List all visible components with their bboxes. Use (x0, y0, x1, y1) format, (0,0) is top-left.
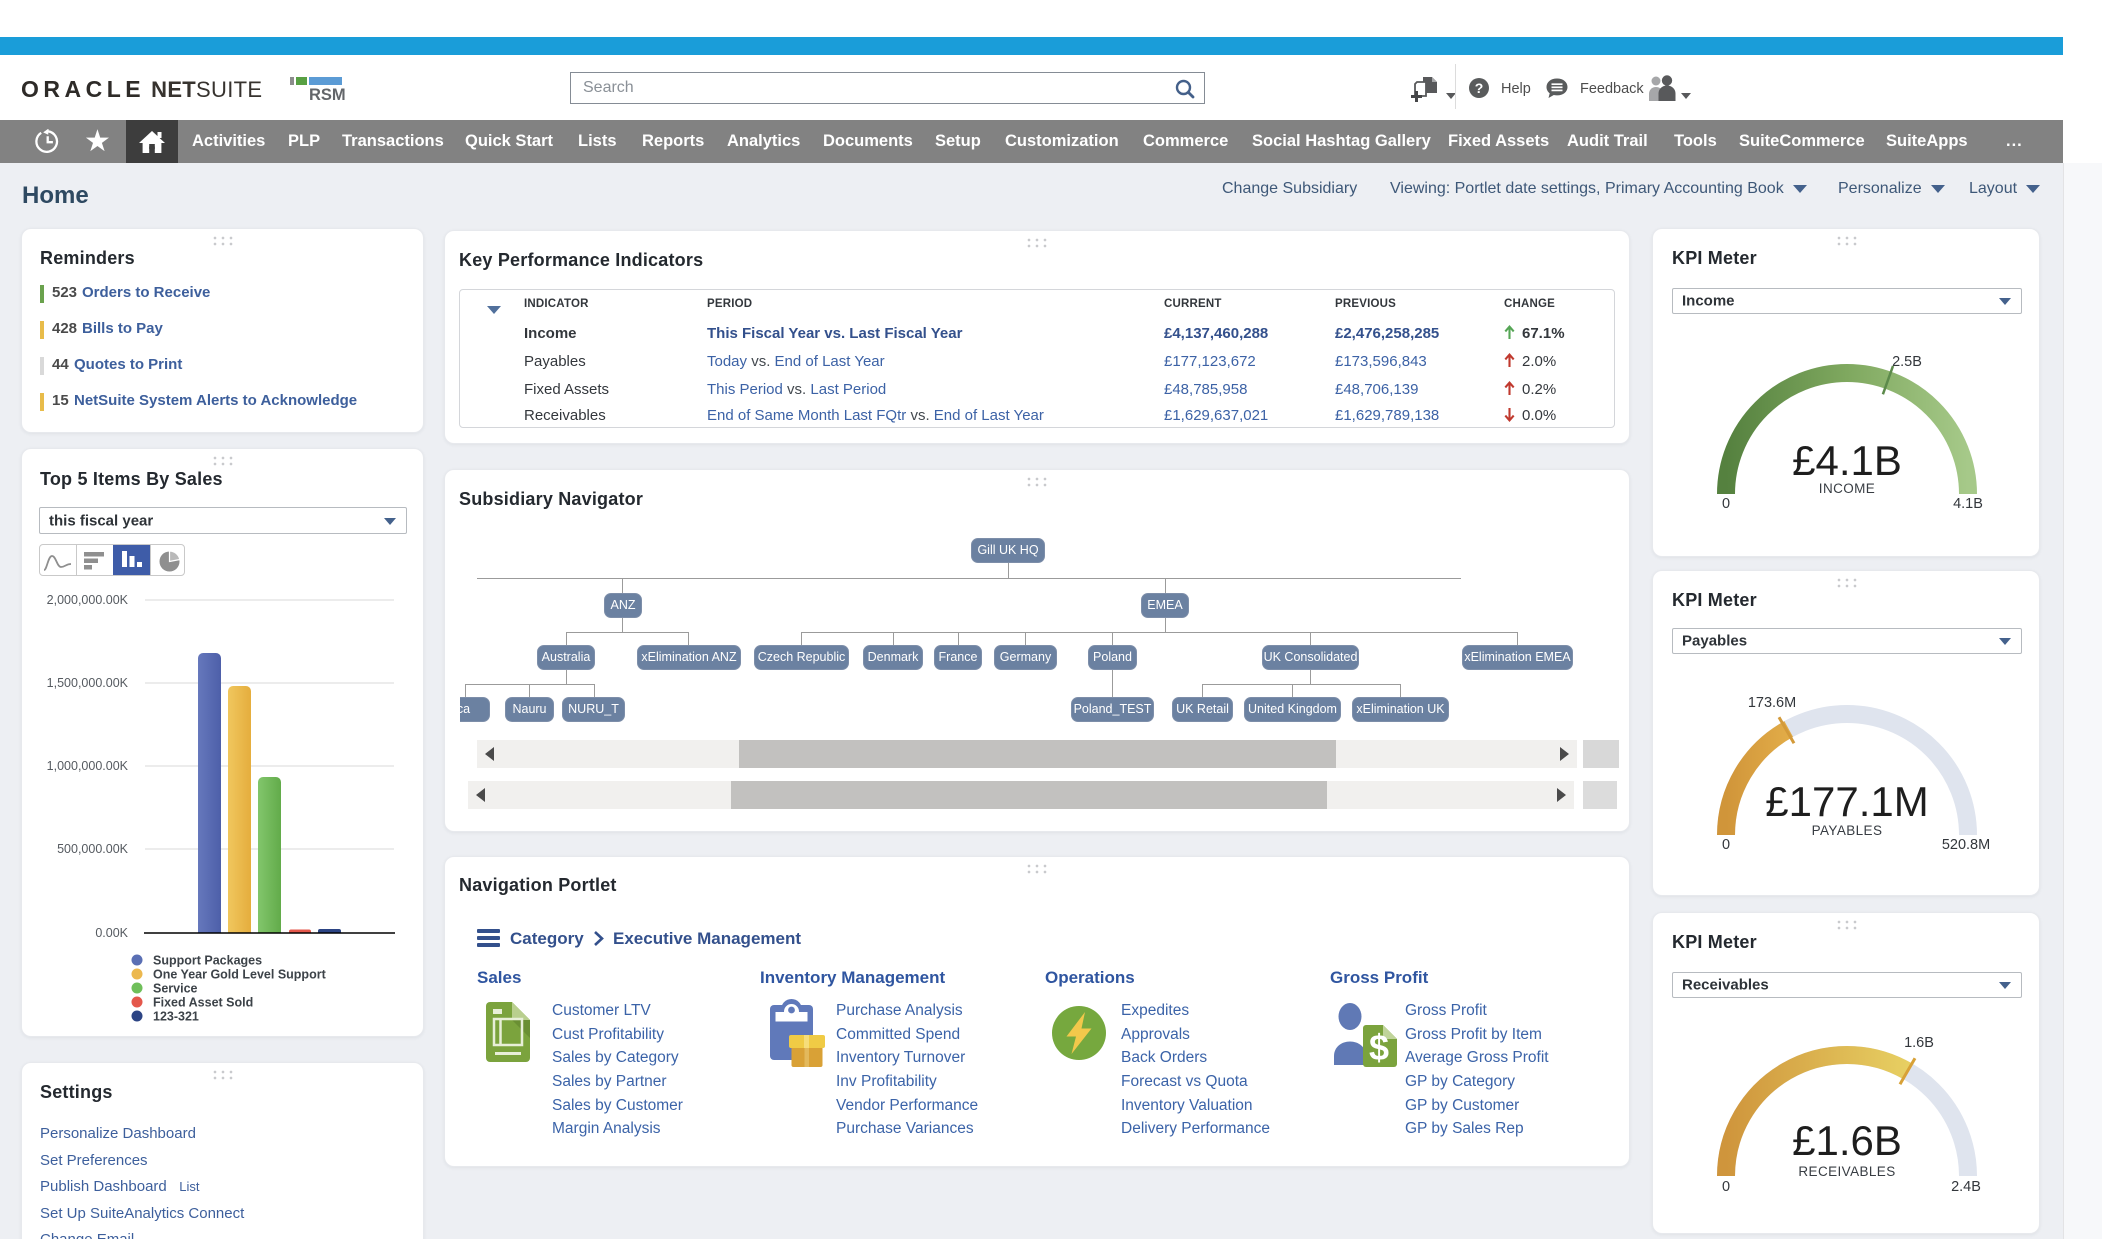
svg-text:Service: Service (153, 982, 198, 996)
svg-text:Support Packages: Support Packages (153, 954, 262, 968)
svg-text:123-321: 123-321 (153, 1010, 199, 1024)
svg-text:Fixed Asset Sold: Fixed Asset Sold (153, 996, 253, 1010)
svg-text:$: $ (1369, 1027, 1389, 1067)
svg-text:1,500,000.00K: 1,500,000.00K (47, 676, 129, 690)
svg-text:1,000,000.00K: 1,000,000.00K (47, 759, 129, 773)
svg-text:0.00K: 0.00K (95, 926, 128, 940)
svg-text:500,000.00K: 500,000.00K (57, 842, 129, 856)
svg-text:2,000,000.00K: 2,000,000.00K (47, 593, 129, 607)
svg-text:One Year Gold Level Support: One Year Gold Level Support (153, 968, 327, 982)
